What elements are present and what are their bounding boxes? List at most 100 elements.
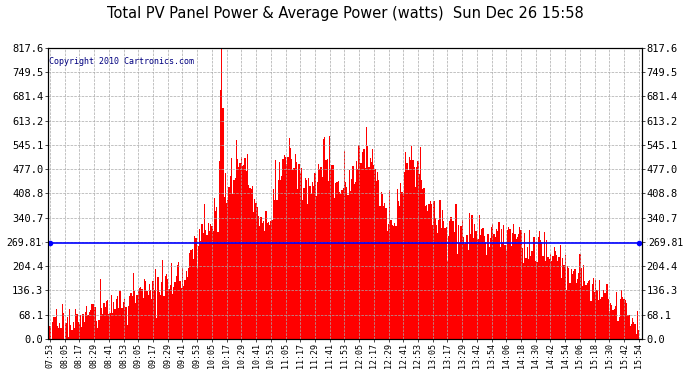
Bar (558, 257, 560, 339)
Bar (367, 147, 368, 339)
Bar (259, 226, 260, 339)
Bar (403, 193, 404, 339)
Bar (166, 274, 167, 339)
Bar (615, 306, 616, 339)
Bar (268, 222, 269, 339)
Bar (146, 291, 148, 339)
Bar (328, 181, 329, 339)
Bar (266, 224, 268, 339)
Bar (586, 283, 588, 339)
Bar (534, 237, 535, 339)
Bar (181, 288, 182, 339)
Bar (215, 211, 216, 339)
Bar (301, 168, 302, 339)
Bar (329, 136, 331, 339)
Bar (193, 260, 194, 339)
Bar (270, 221, 271, 339)
Bar (392, 225, 393, 339)
Bar (364, 168, 366, 339)
Bar (451, 217, 452, 339)
Bar (250, 189, 252, 339)
Bar (102, 315, 103, 339)
Bar (74, 328, 75, 339)
Bar (638, 330, 640, 339)
Bar (75, 309, 77, 339)
Bar (112, 314, 113, 339)
Bar (406, 163, 408, 339)
Bar (621, 290, 622, 339)
Bar (333, 165, 334, 339)
Bar (59, 323, 61, 339)
Bar (501, 229, 502, 339)
Bar (286, 164, 287, 339)
Bar (285, 157, 286, 339)
Bar (225, 173, 226, 339)
Bar (140, 287, 141, 339)
Bar (509, 229, 511, 339)
Bar (513, 224, 514, 339)
Bar (595, 280, 596, 339)
Bar (184, 280, 186, 339)
Bar (155, 269, 156, 339)
Bar (129, 296, 130, 339)
Bar (88, 312, 90, 339)
Bar (255, 202, 257, 339)
Bar (344, 151, 345, 339)
Bar (101, 308, 102, 339)
Bar (246, 171, 247, 339)
Bar (115, 309, 116, 339)
Bar (249, 188, 250, 339)
Bar (511, 246, 512, 339)
Bar (481, 230, 482, 339)
Bar (304, 178, 306, 339)
Bar (422, 189, 424, 339)
Bar (583, 266, 584, 339)
Bar (117, 296, 118, 339)
Bar (605, 293, 607, 339)
Bar (204, 204, 205, 339)
Bar (580, 268, 582, 339)
Bar (442, 210, 443, 339)
Bar (188, 268, 189, 339)
Bar (464, 244, 465, 339)
Bar (457, 254, 458, 339)
Bar (116, 299, 117, 339)
Bar (566, 290, 567, 339)
Bar (544, 232, 545, 339)
Bar (226, 203, 227, 339)
Bar (222, 108, 224, 339)
Bar (377, 172, 378, 339)
Bar (552, 256, 553, 339)
Bar (105, 306, 106, 339)
Bar (127, 326, 128, 339)
Bar (90, 310, 91, 339)
Bar (607, 298, 609, 339)
Bar (373, 165, 375, 339)
Bar (239, 164, 241, 339)
Bar (448, 236, 449, 339)
Bar (107, 300, 108, 339)
Bar (260, 217, 262, 339)
Bar (393, 226, 394, 339)
Bar (441, 228, 442, 339)
Bar (413, 160, 414, 339)
Bar (118, 308, 119, 339)
Bar (555, 251, 556, 339)
Bar (92, 304, 94, 339)
Bar (353, 184, 355, 339)
Bar (631, 324, 632, 339)
Bar (486, 255, 487, 339)
Bar (575, 283, 577, 339)
Bar (599, 280, 600, 339)
Bar (399, 206, 400, 339)
Bar (199, 230, 200, 339)
Bar (384, 203, 386, 339)
Bar (279, 162, 280, 339)
Bar (551, 261, 552, 339)
Bar (600, 299, 602, 339)
Bar (130, 293, 132, 339)
Bar (609, 310, 610, 339)
Bar (475, 231, 476, 339)
Bar (138, 291, 139, 339)
Bar (567, 266, 569, 339)
